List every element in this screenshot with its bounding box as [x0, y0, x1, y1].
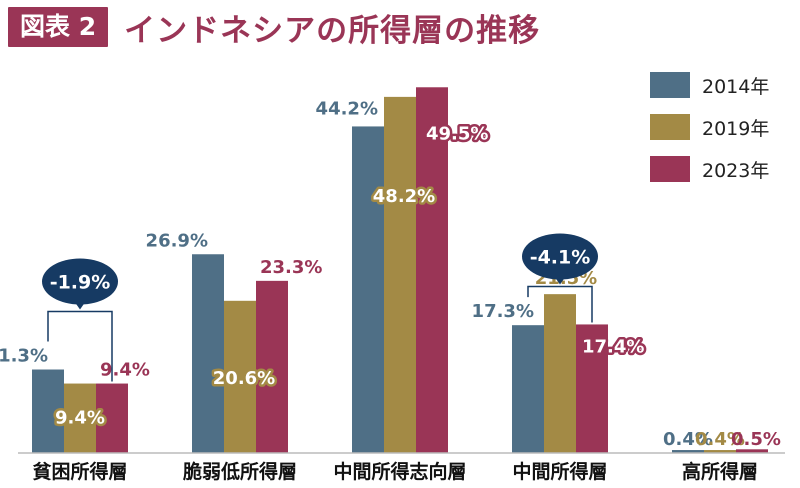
bar-0-2014年 [32, 369, 64, 453]
change-bubble-0 [42, 258, 118, 305]
legend-swatch-2019 [650, 114, 690, 140]
category-label-2: 中間所得志向層 [333, 460, 466, 483]
value-label-1-2023: 23.3% [260, 257, 322, 278]
change-bracket-0 [47, 310, 113, 382]
legend-item-2019: 2019年 [650, 106, 769, 148]
category-label-1: 脆弱低所得層 [182, 460, 297, 483]
change-bubble-1 [522, 233, 598, 280]
value-label-4-2014: 0.4% [663, 429, 713, 450]
bar-3-2019年 [544, 294, 576, 453]
legend-label-2023: 2023年 [702, 159, 770, 182]
bar-2-2019年 [384, 96, 416, 453]
change-label-0: -1.9% [50, 272, 111, 294]
value-label-3-2023: 17.4% [582, 336, 644, 357]
legend: 2014年 2019年 2023年 [650, 64, 769, 190]
value-label-0-2019: 9.4% [55, 408, 105, 429]
bar-0-2019年 [64, 383, 96, 453]
value-label-2-2019: 48.2% [373, 186, 435, 207]
value-label-3-2014: 17.3% [472, 301, 534, 322]
chart-title: インドネシアの所得層の推移 [124, 12, 541, 49]
bar-4-2014年 [672, 450, 704, 453]
value-label-2-2023: 49.5% [426, 123, 488, 144]
bar-1-2023年 [256, 280, 288, 453]
bar-2-2023年 [416, 87, 448, 453]
legend-item-2014: 2014年 [650, 64, 769, 106]
change-label-1: -4.1% [530, 246, 591, 268]
category-label-4: 高所得層 [682, 460, 758, 483]
value-label-0-2014: 11.3% [0, 346, 48, 367]
chart-header: 図表 2 インドネシアの所得層の推移 [8, 6, 541, 49]
legend-item-2023: 2023年 [650, 148, 769, 190]
category-label-3: 中間所得層 [512, 460, 607, 483]
legend-label-2019: 2019年 [702, 117, 770, 140]
bar-1-2014年 [192, 254, 224, 453]
legend-label-2014: 2014年 [702, 75, 770, 98]
change-bracket-1 [527, 285, 593, 323]
figure-number-badge: 図表 2 [8, 7, 109, 47]
value-label-4-2023: 0.5% [731, 429, 781, 450]
value-label-2-2014: 44.2% [316, 98, 378, 119]
value-label-0-2023: 9.4% [100, 360, 150, 381]
bar-4-2023年 [736, 449, 768, 453]
legend-swatch-2014 [650, 72, 690, 98]
legend-swatch-2023 [650, 156, 690, 182]
bar-0-2023年 [96, 383, 128, 453]
value-label-1-2014: 26.9% [146, 230, 208, 251]
bar-1-2019年 [224, 300, 256, 453]
category-label-0: 貧困所得層 [32, 460, 127, 483]
value-label-4-2019: 0.4% [695, 429, 745, 450]
bar-3-2014年 [512, 325, 544, 453]
bar-2-2014年 [352, 126, 384, 454]
value-label-1-2019: 20.6% [213, 368, 275, 389]
bar-4-2019年 [704, 450, 736, 453]
bar-3-2023年 [576, 324, 608, 453]
